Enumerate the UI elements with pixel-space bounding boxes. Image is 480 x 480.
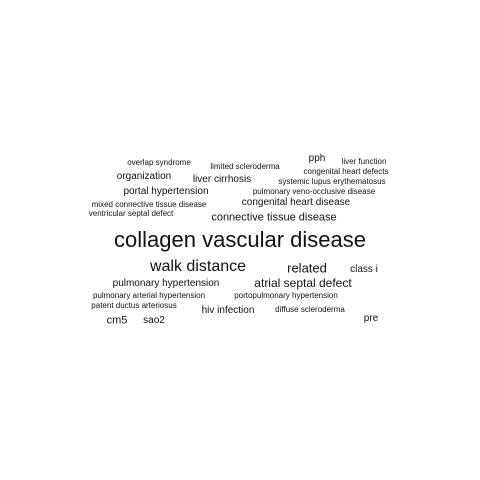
word: pph bbox=[308, 153, 326, 164]
word: pulmonary veno-occlusive disease bbox=[252, 187, 376, 196]
word: liver cirrhosis bbox=[192, 174, 252, 185]
word: overlap syndrome bbox=[127, 158, 191, 167]
word: sao2 bbox=[143, 315, 165, 326]
word: limited scleroderma bbox=[210, 162, 280, 171]
word: pre bbox=[363, 313, 379, 324]
word: collagen vascular disease bbox=[114, 227, 366, 252]
word: liver function bbox=[341, 157, 387, 166]
word: hiv infection bbox=[201, 305, 255, 316]
word: patent ductus arteriosus bbox=[91, 301, 177, 310]
word: class i bbox=[350, 264, 378, 275]
word: congenital heart disease bbox=[241, 197, 351, 208]
word: portal hypertension bbox=[123, 186, 209, 197]
word: walk distance bbox=[149, 258, 247, 275]
word: pulmonary hypertension bbox=[112, 278, 220, 289]
word: ventricular septal defect bbox=[88, 209, 174, 218]
word: mixed connective tissue disease bbox=[91, 200, 207, 209]
word: related bbox=[287, 260, 327, 276]
word: pulmonary arterial hypertension bbox=[92, 291, 206, 300]
word: cm5 bbox=[106, 314, 128, 327]
word: systemic lupus erythematosus bbox=[278, 177, 386, 186]
word: connective tissue disease bbox=[211, 211, 337, 224]
word: portopulmonary hypertension bbox=[234, 291, 338, 300]
word: atrial septal defect bbox=[254, 276, 352, 290]
word: organization bbox=[116, 171, 172, 182]
word: congenital heart defects bbox=[303, 167, 389, 176]
word: diffuse scleroderma bbox=[275, 305, 345, 314]
